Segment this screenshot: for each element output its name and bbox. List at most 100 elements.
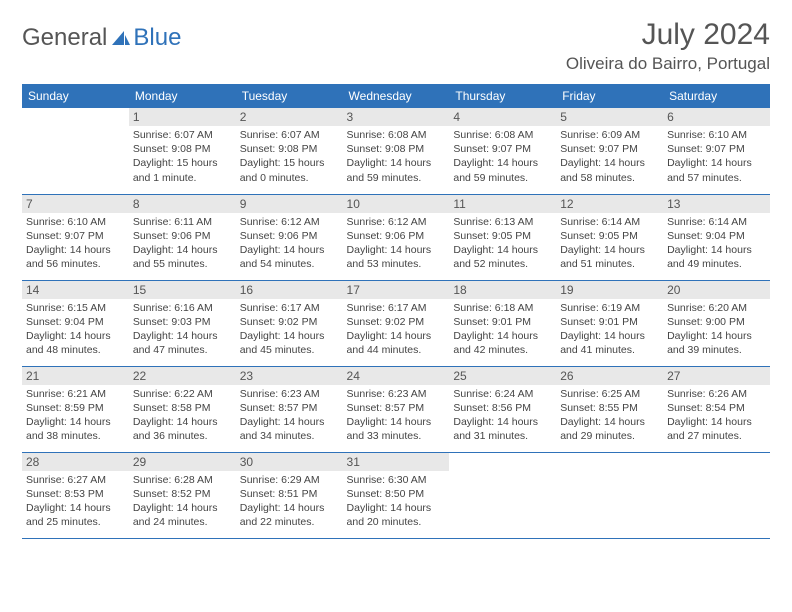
sunset-text: Sunset: 9:05 PM bbox=[560, 229, 659, 243]
calendar-cell: 12Sunrise: 6:14 AMSunset: 9:05 PMDayligh… bbox=[556, 194, 663, 280]
daylight-text: Daylight: 14 hours and 20 minutes. bbox=[347, 501, 446, 529]
calendar-cell: 27Sunrise: 6:26 AMSunset: 8:54 PMDayligh… bbox=[663, 366, 770, 452]
daylight-text: Daylight: 14 hours and 52 minutes. bbox=[453, 243, 552, 271]
dow-header: Thursday bbox=[449, 84, 556, 108]
sunrise-text: Sunrise: 6:15 AM bbox=[26, 301, 125, 315]
day-data: Sunrise: 6:24 AMSunset: 8:56 PMDaylight:… bbox=[449, 385, 556, 444]
calendar-cell: 29Sunrise: 6:28 AMSunset: 8:52 PMDayligh… bbox=[129, 452, 236, 538]
day-number bbox=[663, 453, 770, 457]
daylight-text: Daylight: 15 hours and 1 minute. bbox=[133, 156, 232, 184]
day-data: Sunrise: 6:26 AMSunset: 8:54 PMDaylight:… bbox=[663, 385, 770, 444]
sunrise-text: Sunrise: 6:14 AM bbox=[667, 215, 766, 229]
day-number: 22 bbox=[129, 367, 236, 385]
day-data: Sunrise: 6:23 AMSunset: 8:57 PMDaylight:… bbox=[343, 385, 450, 444]
day-number: 3 bbox=[343, 108, 450, 126]
day-number: 18 bbox=[449, 281, 556, 299]
day-data: Sunrise: 6:09 AMSunset: 9:07 PMDaylight:… bbox=[556, 126, 663, 185]
sunrise-text: Sunrise: 6:19 AM bbox=[560, 301, 659, 315]
header: General Blue July 2024 Oliveira do Bairr… bbox=[22, 18, 770, 74]
day-number: 16 bbox=[236, 281, 343, 299]
calendar-cell bbox=[663, 452, 770, 538]
day-number: 5 bbox=[556, 108, 663, 126]
sunset-text: Sunset: 9:03 PM bbox=[133, 315, 232, 329]
day-number: 24 bbox=[343, 367, 450, 385]
sunset-text: Sunset: 9:08 PM bbox=[347, 142, 446, 156]
day-number: 7 bbox=[22, 195, 129, 213]
day-data: Sunrise: 6:25 AMSunset: 8:55 PMDaylight:… bbox=[556, 385, 663, 444]
daylight-text: Daylight: 14 hours and 36 minutes. bbox=[133, 415, 232, 443]
day-number: 25 bbox=[449, 367, 556, 385]
calendar-week: 28Sunrise: 6:27 AMSunset: 8:53 PMDayligh… bbox=[22, 452, 770, 538]
day-data: Sunrise: 6:18 AMSunset: 9:01 PMDaylight:… bbox=[449, 299, 556, 358]
day-number: 28 bbox=[22, 453, 129, 471]
day-data: Sunrise: 6:29 AMSunset: 8:51 PMDaylight:… bbox=[236, 471, 343, 530]
day-data: Sunrise: 6:30 AMSunset: 8:50 PMDaylight:… bbox=[343, 471, 450, 530]
sunset-text: Sunset: 8:56 PM bbox=[453, 401, 552, 415]
sunset-text: Sunset: 8:52 PM bbox=[133, 487, 232, 501]
calendar-table: Sunday Monday Tuesday Wednesday Thursday… bbox=[22, 84, 770, 539]
day-number: 11 bbox=[449, 195, 556, 213]
calendar-cell: 31Sunrise: 6:30 AMSunset: 8:50 PMDayligh… bbox=[343, 452, 450, 538]
calendar-cell: 4Sunrise: 6:08 AMSunset: 9:07 PMDaylight… bbox=[449, 108, 556, 194]
sunrise-text: Sunrise: 6:09 AM bbox=[560, 128, 659, 142]
calendar-week: 14Sunrise: 6:15 AMSunset: 9:04 PMDayligh… bbox=[22, 280, 770, 366]
sunrise-text: Sunrise: 6:12 AM bbox=[347, 215, 446, 229]
calendar-cell: 23Sunrise: 6:23 AMSunset: 8:57 PMDayligh… bbox=[236, 366, 343, 452]
day-data: Sunrise: 6:08 AMSunset: 9:07 PMDaylight:… bbox=[449, 126, 556, 185]
sunrise-text: Sunrise: 6:07 AM bbox=[240, 128, 339, 142]
calendar-cell: 19Sunrise: 6:19 AMSunset: 9:01 PMDayligh… bbox=[556, 280, 663, 366]
dow-header: Wednesday bbox=[343, 84, 450, 108]
daylight-text: Daylight: 14 hours and 44 minutes. bbox=[347, 329, 446, 357]
daylight-text: Daylight: 14 hours and 48 minutes. bbox=[26, 329, 125, 357]
calendar-cell bbox=[22, 108, 129, 194]
day-number bbox=[449, 453, 556, 457]
calendar-cell bbox=[556, 452, 663, 538]
dow-header: Tuesday bbox=[236, 84, 343, 108]
calendar-cell: 15Sunrise: 6:16 AMSunset: 9:03 PMDayligh… bbox=[129, 280, 236, 366]
sunset-text: Sunset: 9:07 PM bbox=[26, 229, 125, 243]
day-number: 20 bbox=[663, 281, 770, 299]
day-number: 10 bbox=[343, 195, 450, 213]
day-number: 29 bbox=[129, 453, 236, 471]
sunset-text: Sunset: 8:55 PM bbox=[560, 401, 659, 415]
calendar-week: 21Sunrise: 6:21 AMSunset: 8:59 PMDayligh… bbox=[22, 366, 770, 452]
calendar-cell: 10Sunrise: 6:12 AMSunset: 9:06 PMDayligh… bbox=[343, 194, 450, 280]
daylight-text: Daylight: 14 hours and 39 minutes. bbox=[667, 329, 766, 357]
sunset-text: Sunset: 9:06 PM bbox=[133, 229, 232, 243]
day-number: 12 bbox=[556, 195, 663, 213]
calendar-cell: 11Sunrise: 6:13 AMSunset: 9:05 PMDayligh… bbox=[449, 194, 556, 280]
dow-header: Friday bbox=[556, 84, 663, 108]
daylight-text: Daylight: 14 hours and 51 minutes. bbox=[560, 243, 659, 271]
sunrise-text: Sunrise: 6:29 AM bbox=[240, 473, 339, 487]
day-data: Sunrise: 6:13 AMSunset: 9:05 PMDaylight:… bbox=[449, 213, 556, 272]
day-number: 9 bbox=[236, 195, 343, 213]
sunrise-text: Sunrise: 6:30 AM bbox=[347, 473, 446, 487]
calendar-cell: 2Sunrise: 6:07 AMSunset: 9:08 PMDaylight… bbox=[236, 108, 343, 194]
sunset-text: Sunset: 9:01 PM bbox=[560, 315, 659, 329]
calendar-cell: 24Sunrise: 6:23 AMSunset: 8:57 PMDayligh… bbox=[343, 366, 450, 452]
day-data: Sunrise: 6:28 AMSunset: 8:52 PMDaylight:… bbox=[129, 471, 236, 530]
sunrise-text: Sunrise: 6:16 AM bbox=[133, 301, 232, 315]
day-number: 27 bbox=[663, 367, 770, 385]
sunset-text: Sunset: 8:53 PM bbox=[26, 487, 125, 501]
sunrise-text: Sunrise: 6:21 AM bbox=[26, 387, 125, 401]
sunrise-text: Sunrise: 6:10 AM bbox=[667, 128, 766, 142]
sunset-text: Sunset: 9:07 PM bbox=[560, 142, 659, 156]
sunrise-text: Sunrise: 6:26 AM bbox=[667, 387, 766, 401]
sunset-text: Sunset: 9:08 PM bbox=[240, 142, 339, 156]
daylight-text: Daylight: 14 hours and 25 minutes. bbox=[26, 501, 125, 529]
sunrise-text: Sunrise: 6:24 AM bbox=[453, 387, 552, 401]
sunset-text: Sunset: 9:06 PM bbox=[347, 229, 446, 243]
day-data: Sunrise: 6:27 AMSunset: 8:53 PMDaylight:… bbox=[22, 471, 129, 530]
day-number: 1 bbox=[129, 108, 236, 126]
sunset-text: Sunset: 8:54 PM bbox=[667, 401, 766, 415]
sunrise-text: Sunrise: 6:17 AM bbox=[347, 301, 446, 315]
calendar-cell: 1Sunrise: 6:07 AMSunset: 9:08 PMDaylight… bbox=[129, 108, 236, 194]
calendar-cell: 16Sunrise: 6:17 AMSunset: 9:02 PMDayligh… bbox=[236, 280, 343, 366]
dow-header: Saturday bbox=[663, 84, 770, 108]
day-data: Sunrise: 6:10 AMSunset: 9:07 PMDaylight:… bbox=[663, 126, 770, 185]
day-data: Sunrise: 6:22 AMSunset: 8:58 PMDaylight:… bbox=[129, 385, 236, 444]
day-data: Sunrise: 6:17 AMSunset: 9:02 PMDaylight:… bbox=[236, 299, 343, 358]
sunrise-text: Sunrise: 6:22 AM bbox=[133, 387, 232, 401]
calendar-cell: 6Sunrise: 6:10 AMSunset: 9:07 PMDaylight… bbox=[663, 108, 770, 194]
